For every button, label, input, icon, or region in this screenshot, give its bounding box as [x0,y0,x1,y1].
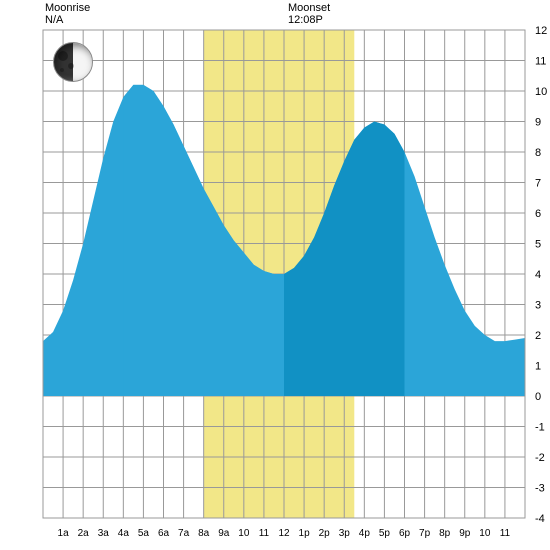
x-tick-label: 11 [500,528,511,539]
y-tick-label: -3 [535,483,545,495]
y-tick-label: 9 [535,117,541,129]
moonset-block: Moonset 12:08P [288,0,330,26]
tide-chart-svg: -4-3-2-101234567891011121a2a3a4a5a6a7a8a… [0,0,550,550]
moonrise-value: N/A [45,14,90,26]
x-tick-label: 11 [259,528,270,539]
moonset-label: Moonset [288,2,330,14]
moonrise-block: Moonrise N/A [45,0,90,26]
x-tick-label: 12 [278,528,290,539]
x-tick-label: 9p [459,528,471,539]
y-tick-label: 2 [535,330,541,342]
y-tick-label: 3 [535,300,541,312]
y-tick-label: 10 [535,86,547,98]
x-tick-label: 3p [339,528,351,539]
x-tick-label: 4p [359,528,371,539]
y-tick-label: 4 [535,269,541,281]
x-tick-label: 1a [58,528,70,539]
x-tick-label: 5p [379,528,391,539]
y-tick-label: -1 [535,422,545,434]
x-tick-label: 3a [98,528,110,539]
y-tick-label: 6 [535,208,541,220]
y-tick-label: 8 [535,147,541,159]
x-tick-label: 2p [319,528,331,539]
y-tick-label: -2 [535,452,545,464]
x-tick-label: 6p [399,528,411,539]
x-tick-label: 10 [479,528,491,539]
x-tick-label: 9a [218,528,230,539]
y-tick-label: 1 [535,361,541,373]
x-tick-label: 7a [178,528,190,539]
x-tick-label: 6a [158,528,170,539]
x-tick-label: 5a [138,528,150,539]
y-tick-label: 7 [535,178,541,190]
x-tick-label: 7p [419,528,431,539]
x-tick-label: 4a [118,528,130,539]
x-tick-label: 1p [299,528,311,539]
x-tick-label: 8a [198,528,210,539]
moonset-value: 12:08P [288,14,330,26]
y-tick-label: 12 [535,25,547,37]
x-tick-label: 2a [78,528,90,539]
tide-chart-container: Moonrise N/A Moonset 12:08P -4-3-2-10123… [0,0,550,550]
y-tick-label: 5 [535,239,541,251]
moonrise-label: Moonrise [45,2,90,14]
y-tick-label: 0 [535,391,541,403]
y-tick-label: 11 [535,56,546,68]
y-tick-label: -4 [535,513,545,525]
moon-phase-icon [53,42,93,82]
x-tick-label: 8p [439,528,451,539]
x-tick-label: 10 [238,528,250,539]
